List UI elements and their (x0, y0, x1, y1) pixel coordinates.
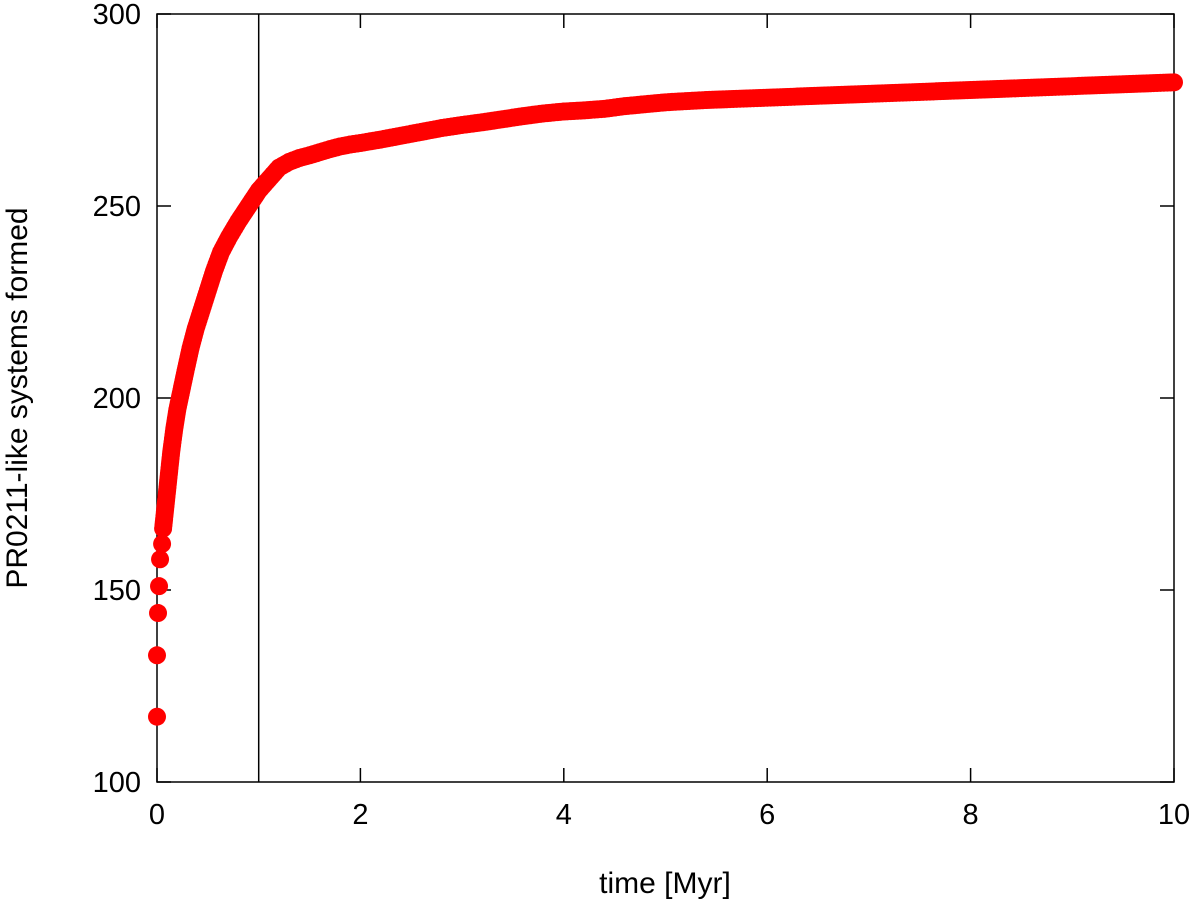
x-axis-label: time [Myr] (599, 867, 731, 900)
y-axis-label: PR0211-like systems formed (1, 207, 34, 588)
axis-tick-labels: 0 2 4 6 8 10 100 150 200 250 300 (93, 0, 1191, 831)
data-point (1165, 73, 1183, 92)
data-points (148, 73, 1183, 726)
data-point (148, 646, 166, 665)
y-tick-label: 250 (93, 191, 141, 223)
data-point (148, 707, 166, 726)
plot-frame (156, 13, 1175, 783)
data-point (150, 577, 169, 596)
data-point (153, 534, 172, 553)
y-tick-label: 200 (93, 383, 141, 415)
x-tick-label: 10 (1158, 799, 1190, 831)
x-tick-label: 0 (149, 799, 165, 831)
axis-ticks (156, 13, 1175, 783)
x-tick-label: 4 (556, 799, 572, 831)
data-point (151, 550, 170, 569)
y-tick-label: 300 (93, 0, 141, 31)
x-tick-label: 6 (759, 799, 775, 831)
x-tick-label: 8 (963, 799, 979, 831)
y-tick-label: 100 (93, 767, 141, 799)
y-tick-label: 150 (93, 575, 141, 607)
x-tick-label: 2 (352, 799, 368, 831)
data-point (149, 604, 168, 623)
